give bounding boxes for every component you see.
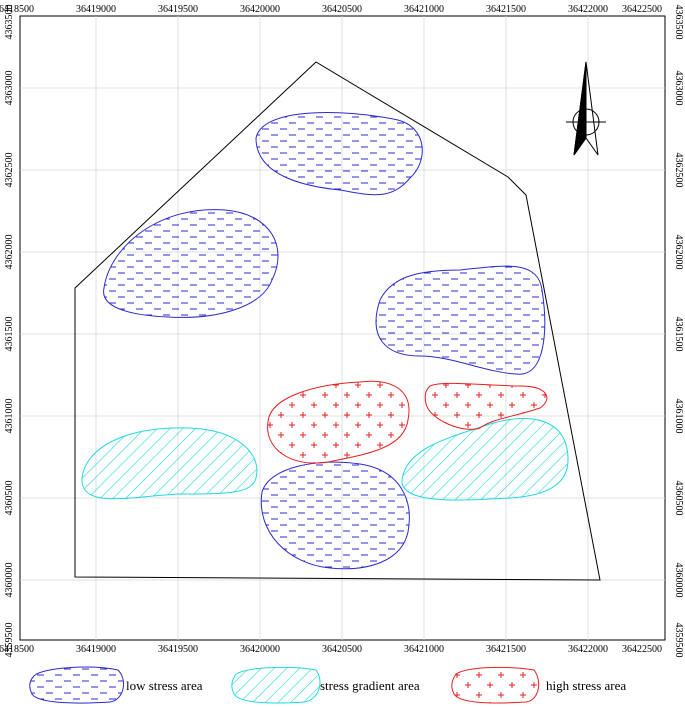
study-area-boundary bbox=[74, 61, 601, 581]
y-tick-label-left: 4362500 bbox=[4, 153, 15, 188]
x-tick-label-top: 36422500 bbox=[622, 4, 662, 15]
y-tick-label-left: 4363500 bbox=[4, 5, 15, 40]
x-tick-label-bottom: 36422000 bbox=[568, 644, 608, 655]
y-tick-label-right: 4363500 bbox=[673, 5, 684, 40]
x-tick-label-top: 36418500 bbox=[0, 4, 34, 15]
y-tick-labels-left: 4363500 4363000 4362500 4362000 4361500 43610… bbox=[4, 5, 15, 658]
x-tick-label-top: 36421500 bbox=[486, 4, 526, 15]
y-tick-label-left: 4362000 bbox=[4, 235, 15, 270]
x-tick-labels-top: 36418500 36419000 36419500 36420000 36420500… bbox=[0, 4, 662, 15]
x-tick-label-bottom: 36421000 bbox=[404, 644, 444, 655]
low-stress-zone bbox=[103, 209, 279, 318]
stress-gradient-zones bbox=[81, 418, 569, 501]
y-tick-label-right: 4360000 bbox=[673, 563, 684, 598]
y-tick-label-left: 4361500 bbox=[4, 317, 15, 352]
y-tick-label-left: 4361000 bbox=[4, 399, 15, 434]
x-tick-label-top: 36419000 bbox=[76, 4, 116, 15]
y-tick-label-left: 4363000 bbox=[4, 71, 15, 106]
x-tick-label-bottom: 36419000 bbox=[76, 644, 116, 655]
legend: low stress area stress gradient area hig… bbox=[29, 666, 626, 704]
high-stress-zone bbox=[267, 380, 410, 464]
legend-swatch-stress-gradient bbox=[231, 666, 321, 704]
stress-gradient-zone bbox=[81, 427, 258, 500]
north-arrow-icon bbox=[566, 61, 606, 156]
legend-item-stress-gradient: stress gradient area bbox=[231, 666, 420, 704]
x-tick-label-bottom: 36418500 bbox=[0, 644, 34, 655]
y-tick-label-left: 4360500 bbox=[4, 481, 15, 516]
low-stress-zones bbox=[103, 112, 546, 570]
high-stress-zones bbox=[267, 380, 548, 464]
y-tick-label-right: 4359500 bbox=[673, 623, 684, 658]
legend-item-high-stress: high stress area bbox=[451, 666, 626, 704]
x-tick-labels-bottom: 36418500 36419000 36419500 36420000 36420500… bbox=[0, 644, 662, 655]
y-tick-labels-right: 4363500 4363000 4362500 4362000 4361500 43610… bbox=[673, 5, 684, 658]
legend-swatch-high-stress bbox=[451, 666, 540, 704]
y-tick-label-right: 4361500 bbox=[673, 317, 684, 352]
x-tick-label-top: 36422000 bbox=[568, 4, 608, 15]
x-tick-label-top: 36420000 bbox=[240, 4, 280, 15]
x-tick-label-bottom: 36421500 bbox=[486, 644, 526, 655]
y-tick-label-right: 4360500 bbox=[673, 481, 684, 516]
legend-label-low-stress: low stress area bbox=[126, 678, 203, 693]
y-tick-label-right: 4363000 bbox=[673, 71, 684, 106]
low-stress-zone bbox=[255, 112, 423, 196]
x-tick-label-top: 36421000 bbox=[404, 4, 444, 15]
x-tick-label-bottom: 36419500 bbox=[158, 644, 198, 655]
x-tick-label-bottom: 36420500 bbox=[322, 644, 362, 655]
high-stress-zone bbox=[424, 382, 548, 430]
stress-gradient-zone bbox=[401, 418, 569, 501]
legend-label-high-stress: high stress area bbox=[546, 678, 626, 693]
legend-item-low-stress: low stress area bbox=[29, 666, 203, 704]
x-tick-label-top: 36420500 bbox=[322, 4, 362, 15]
y-tick-label-left: 4359500 bbox=[4, 623, 15, 658]
legend-label-stress-gradient: stress gradient area bbox=[320, 678, 420, 693]
x-tick-label-bottom: 36422500 bbox=[622, 644, 662, 655]
x-tick-label-bottom: 36420000 bbox=[240, 644, 280, 655]
y-tick-label-left: 4360000 bbox=[4, 563, 15, 598]
low-stress-zone bbox=[375, 265, 546, 375]
y-tick-label-right: 4362000 bbox=[673, 235, 684, 270]
legend-swatch-low-stress bbox=[29, 666, 125, 704]
y-tick-label-right: 4362500 bbox=[673, 153, 684, 188]
y-tick-label-right: 4361000 bbox=[673, 399, 684, 434]
x-tick-label-top: 36419500 bbox=[158, 4, 198, 15]
